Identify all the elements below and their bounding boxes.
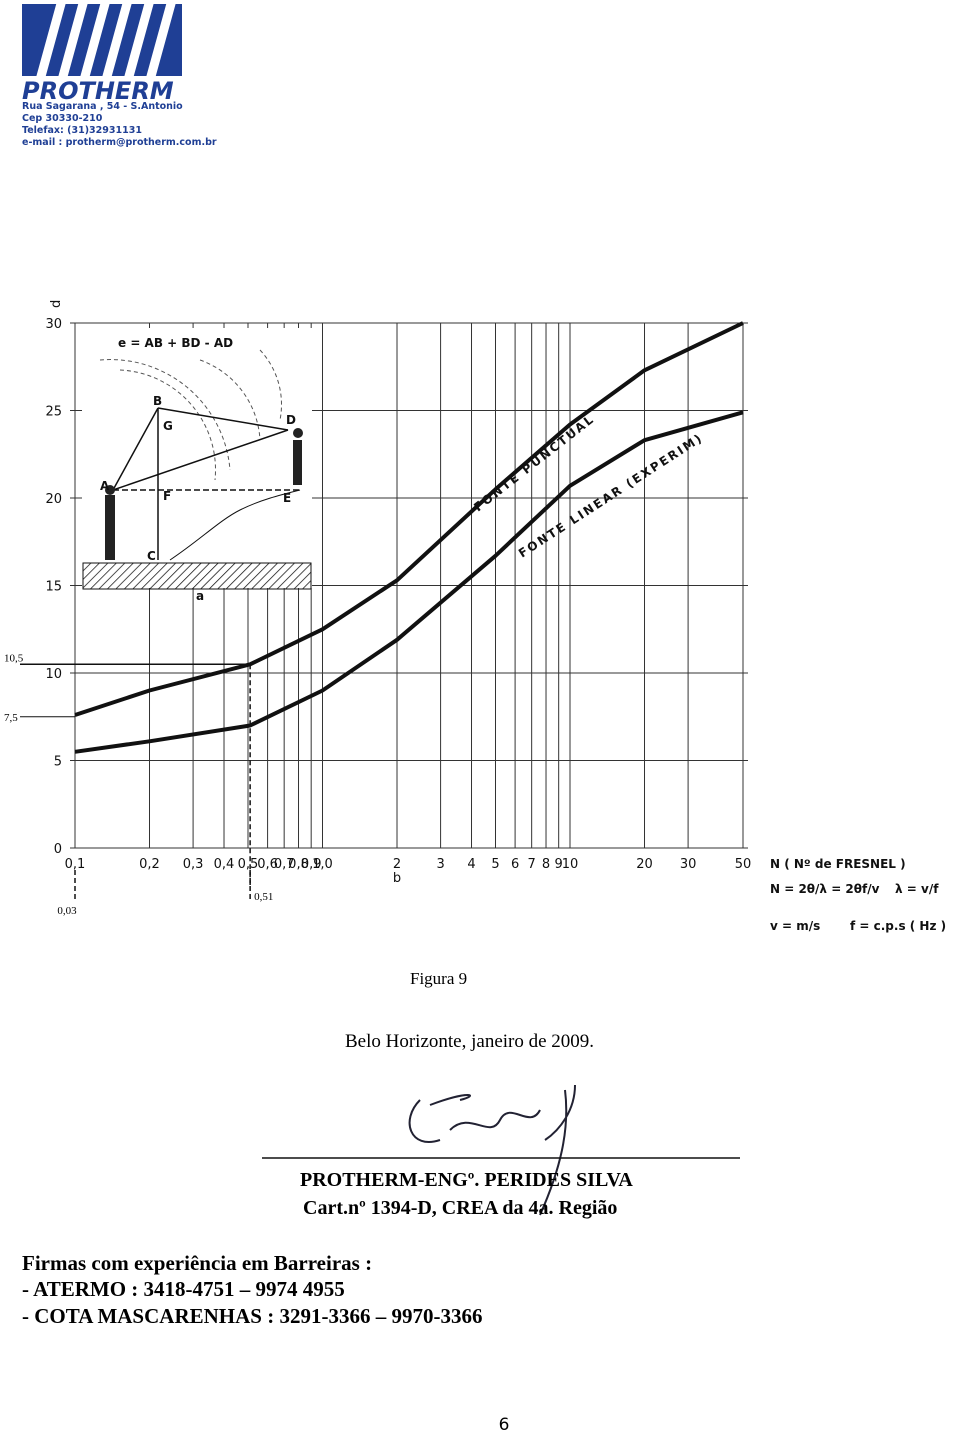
- x-tick-label: 7: [528, 857, 536, 872]
- fresnel-v-unit: v = m/s: [770, 919, 820, 933]
- annotation: 0,51: [254, 891, 273, 903]
- y-tick-label: 25: [45, 405, 62, 420]
- ground: [82, 562, 312, 590]
- point-label: C: [147, 549, 156, 563]
- logo-stripes: [35, 0, 177, 82]
- signature-registration: Cart.nº 1394-D, CREA da 4a. Região: [303, 1197, 617, 1219]
- x-tick-label: 30: [680, 857, 697, 872]
- x-tick-label: 0,9: [301, 857, 322, 872]
- point-label: A: [100, 479, 110, 493]
- firms-title: Firmas com experiência em Barreiras :: [22, 1251, 372, 1275]
- y-tick-label: 0: [54, 842, 62, 857]
- x-tick-label: 6: [511, 857, 519, 872]
- person-d: [293, 440, 302, 485]
- person-a: [105, 495, 115, 560]
- x-tick-label: 8: [542, 857, 550, 872]
- figures: [105, 428, 303, 560]
- fresnel-notes: N ( Nº de FRESNEL ) N = 2θ/λ = 2θf/v λ =…: [770, 857, 946, 933]
- x-tick-label: 20: [636, 857, 653, 872]
- y-tick-label: 20: [45, 492, 62, 507]
- x-tick-label: 0,5: [238, 857, 259, 872]
- x-tick-label: 0,1: [65, 857, 86, 872]
- fresnel-f-unit: f = c.p.s ( Hz ): [850, 919, 946, 933]
- x-tick-label: 0,2: [139, 857, 160, 872]
- series-line: [74, 410, 744, 754]
- firm-item: - COTA MASCARENHAS : 3291-3366 – 9970-33…: [22, 1304, 482, 1328]
- logo-band: [22, 76, 184, 100]
- y-tick-label: 15: [45, 580, 62, 595]
- inset-axis-label: a: [196, 589, 204, 603]
- annotation: 10,5: [4, 652, 24, 664]
- page-number: 6: [499, 1415, 510, 1433]
- annotation: 0,03: [57, 905, 77, 917]
- series-label: FONTE PUNCTUAL: [471, 412, 597, 515]
- x-tick-label: 5: [491, 857, 499, 872]
- point-label: E: [283, 491, 291, 505]
- x-tick-label: 0,6: [257, 857, 278, 872]
- y-tick-label: 5: [54, 755, 62, 770]
- firm-item: - ATERMO : 3418-4751 – 9974 4955: [22, 1277, 345, 1301]
- address-line: Rua Sagarana , 54 - S.Antonio: [22, 101, 183, 112]
- y-tick-label: 30: [45, 317, 62, 332]
- point-label: F: [163, 489, 171, 503]
- x-tick-label: 1,0: [312, 857, 333, 872]
- y-axis-label: d: [49, 300, 64, 308]
- address-line: Cep 30330-210: [22, 113, 103, 124]
- formula-title: e = AB + BD - AD: [118, 336, 233, 350]
- x-tick-label: 50: [735, 857, 752, 872]
- fresnel-formula: N = 2θ/λ = 2θf/v: [770, 882, 880, 896]
- person-d-head: [293, 428, 303, 438]
- person-a-head: [105, 485, 115, 495]
- x-tick-label: 10: [562, 857, 579, 872]
- place-date: Belo Horizonte, janeiro de 2009.: [345, 1031, 594, 1052]
- x-tick-label: 0,4: [214, 857, 235, 872]
- wavefronts: [99, 349, 282, 481]
- logo-text: PROTHERM: [22, 77, 174, 105]
- x-tick-label: 4: [467, 857, 475, 872]
- point-label: D: [286, 413, 296, 427]
- x-tick-label: 0,7: [274, 857, 295, 872]
- x-axis-label: b: [393, 871, 401, 886]
- series-line: [74, 321, 744, 717]
- point-label: B: [153, 394, 162, 408]
- address-line: Telefax: (31)32931131: [22, 125, 142, 136]
- signature-name: PROTHERM-ENGº. PERIDES SILVA: [300, 1169, 633, 1191]
- fresnel-lambda: λ = v/f: [895, 882, 939, 896]
- x-tick-label: 0,3: [183, 857, 204, 872]
- logo: PROTHERM Rua Sagarana , 54 - S.Antonio C…: [22, 0, 217, 148]
- address-line: e-mail : protherm@protherm.com.br: [22, 137, 217, 148]
- ray-lines: [112, 407, 301, 561]
- x-tick-label: 3: [436, 857, 444, 872]
- inset-diagram: e = AB + BD - AD A B C D E F G a: [82, 328, 312, 603]
- x-tick-label: 9: [555, 857, 563, 872]
- inset-background: [82, 328, 312, 588]
- annotation: 7,5: [4, 712, 18, 724]
- x-tick-label: 0,8: [288, 857, 309, 872]
- y-tick-label: 10: [45, 667, 62, 682]
- point-label: G: [163, 419, 173, 433]
- signature-scribble: [408, 1084, 576, 1216]
- x-tick-label: 2: [393, 857, 401, 872]
- fresnel-title: N ( Nº de FRESNEL ): [770, 857, 906, 871]
- caption: Figura 9: [410, 969, 467, 988]
